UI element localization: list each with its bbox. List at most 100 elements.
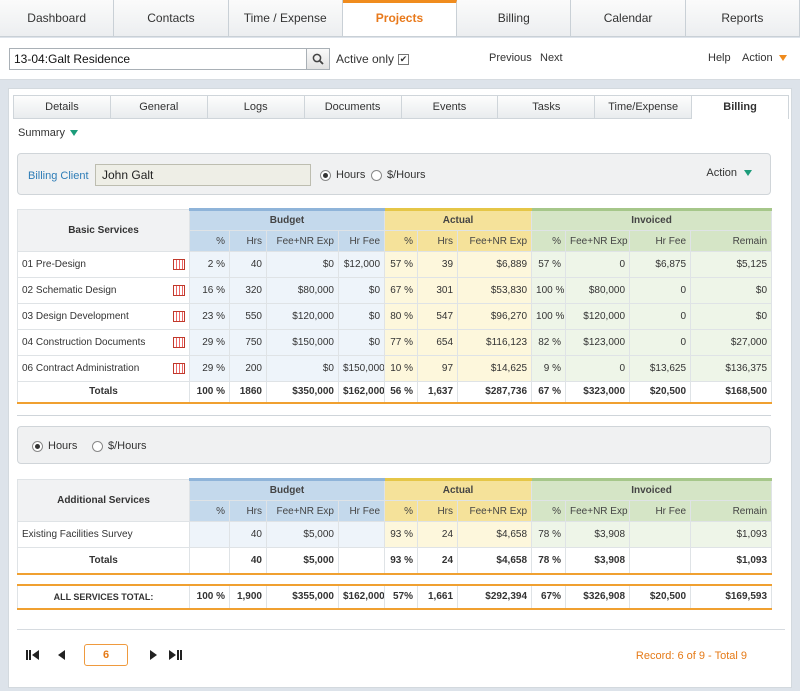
nav-tab-billing[interactable]: Billing bbox=[457, 0, 572, 36]
col-header: Hr Fee bbox=[629, 230, 692, 252]
nav-tab-dashboard[interactable]: Dashboard bbox=[0, 0, 115, 36]
value-cell: $5,125 bbox=[690, 251, 773, 278]
previous-page-icon bbox=[57, 650, 65, 660]
actual-group-header: Actual bbox=[384, 478, 533, 501]
calendar-icon[interactable] bbox=[173, 363, 185, 374]
tab-tasks[interactable]: Tasks bbox=[497, 95, 595, 119]
col-header: Hr Fee bbox=[337, 500, 386, 522]
table-row[interactable]: 01 Pre-Design 2 % 40 $0 $12,000 57 % 39 $6,889 5… bbox=[17, 251, 773, 278]
help-link[interactable]: Help bbox=[708, 52, 731, 64]
tab-documents[interactable]: Documents bbox=[303, 95, 401, 119]
tab-billing[interactable]: Billing bbox=[691, 95, 789, 119]
value-cell: $136,375 bbox=[690, 355, 773, 382]
calendar-icon[interactable] bbox=[173, 337, 185, 348]
tab-events[interactable]: Events bbox=[400, 95, 498, 119]
hours-radio[interactable] bbox=[320, 169, 331, 181]
billing-client-field[interactable]: John Galt bbox=[95, 164, 311, 186]
value-cell: 40 bbox=[229, 521, 267, 548]
billing-client-label: Billing Client bbox=[28, 170, 89, 182]
next-page-button[interactable] bbox=[145, 645, 161, 665]
table-row[interactable]: 04 Construction Documents 29 % 750 $150,000… bbox=[17, 329, 773, 356]
table-row[interactable]: 03 Design Development 23 % 550 $120,000 $0 80… bbox=[17, 303, 773, 330]
tab-details[interactable]: Details bbox=[13, 95, 110, 119]
calendar-icon[interactable] bbox=[173, 311, 185, 322]
dollars-per-hour-radio[interactable] bbox=[371, 169, 382, 181]
summary-dropdown[interactable]: Summary bbox=[18, 127, 79, 139]
calendar-icon[interactable] bbox=[173, 259, 185, 270]
value-cell: $80,000 bbox=[266, 277, 339, 304]
totals-row: Totals 100 % 1860 $350,000 $162,000 56 % 1,637… bbox=[17, 381, 773, 404]
units-hours-radio[interactable] bbox=[32, 440, 43, 452]
nav-tab-projects[interactable]: Projects bbox=[342, 0, 458, 36]
spacer-row bbox=[18, 574, 772, 585]
units-dollars-option[interactable]: $/Hours bbox=[92, 440, 147, 452]
col-header: Fee+NR Exp bbox=[266, 500, 339, 522]
col-header: Remain bbox=[690, 500, 773, 522]
page-number-field[interactable]: 6 bbox=[84, 644, 128, 666]
value-cell bbox=[629, 521, 692, 548]
value-cell: $120,000 bbox=[266, 303, 339, 330]
tab-logs[interactable]: Logs bbox=[206, 95, 304, 119]
first-page-button[interactable] bbox=[25, 645, 41, 665]
value-cell: 0 bbox=[629, 277, 692, 304]
table-row[interactable]: Existing Facilities Survey 40 $5,000 93 % 24… bbox=[17, 521, 773, 548]
record-status: Record: 6 of 9 - Total 9 bbox=[635, 650, 747, 662]
previous-page-button[interactable] bbox=[53, 645, 69, 665]
header-action-menu[interactable]: Action bbox=[742, 52, 787, 64]
value-cell: 40 bbox=[229, 251, 267, 278]
section-divider bbox=[17, 415, 771, 416]
total-cell: $168,500 bbox=[690, 381, 773, 404]
value-cell: $150,000 bbox=[266, 329, 339, 356]
project-search-input[interactable] bbox=[9, 48, 307, 70]
total-cell: $5,000 bbox=[266, 547, 339, 575]
col-header: Fee+NR Exp bbox=[565, 500, 631, 522]
search-icon bbox=[312, 53, 324, 65]
active-only-label: Active only bbox=[336, 52, 395, 66]
value-cell: 9 % bbox=[531, 355, 567, 382]
value-cell: 0 bbox=[565, 251, 631, 278]
table-row[interactable]: 02 Schematic Design 16 % 320 $80,000 $0 67 % 3… bbox=[17, 277, 773, 304]
value-cell: $12,000 bbox=[337, 251, 386, 278]
billing-action-menu[interactable]: Action bbox=[706, 167, 752, 179]
value-cell: 29 % bbox=[189, 329, 230, 356]
col-header: Fee+NR Exp bbox=[565, 230, 631, 252]
top-nav: Dashboard Contacts Time / Expense Projec… bbox=[0, 0, 800, 37]
nav-tab-contacts[interactable]: Contacts bbox=[114, 0, 229, 36]
value-cell: 100 % bbox=[531, 303, 567, 330]
tab-general[interactable]: General bbox=[109, 95, 207, 119]
value-cell: 0 bbox=[629, 329, 692, 356]
nav-tab-calendar[interactable]: Calendar bbox=[571, 0, 686, 36]
hours-option[interactable]: Hours bbox=[320, 169, 365, 181]
active-only-toggle[interactable]: Active only ✔ bbox=[336, 52, 410, 66]
service-name-cell: 04 Construction Documents bbox=[17, 329, 190, 356]
value-cell: $5,000 bbox=[266, 521, 339, 548]
next-link[interactable]: Next bbox=[540, 52, 563, 64]
dollars-per-hour-option[interactable]: $/Hours bbox=[371, 169, 426, 181]
value-cell: 2 % bbox=[189, 251, 230, 278]
all-services-total-row: ALL SERVICES TOTAL: 100 % 1,900 $355,000 $16… bbox=[17, 583, 773, 610]
total-cell: $1,093 bbox=[690, 547, 773, 575]
service-name: 06 Contract Administration bbox=[22, 363, 140, 374]
tab-time-expense[interactable]: Time/Expense bbox=[594, 95, 692, 119]
col-header: % bbox=[384, 500, 419, 522]
total-cell: 24 bbox=[417, 547, 459, 575]
basic-services-table: Basic Services Budget Actual Invoiced % … bbox=[17, 208, 773, 404]
active-only-checkbox[interactable]: ✔ bbox=[398, 53, 410, 65]
col-header: % bbox=[531, 230, 567, 252]
value-cell: 57 % bbox=[384, 251, 419, 278]
service-name-cell: Existing Facilities Survey bbox=[17, 521, 190, 548]
units-hours-option[interactable]: Hours bbox=[32, 440, 77, 452]
previous-link[interactable]: Previous bbox=[489, 52, 532, 64]
value-cell bbox=[337, 521, 386, 548]
last-page-button[interactable] bbox=[167, 645, 183, 665]
units-dollars-radio[interactable] bbox=[92, 440, 103, 452]
calendar-icon[interactable] bbox=[173, 285, 185, 296]
search-button[interactable] bbox=[306, 48, 330, 70]
total-cell: 67 % bbox=[531, 381, 567, 404]
nav-tab-time-expense[interactable]: Time / Expense bbox=[228, 0, 343, 36]
budget-group-header: Budget bbox=[188, 208, 386, 231]
value-cell: 97 bbox=[417, 355, 459, 382]
table-row[interactable]: 06 Contract Administration 29 % 200 $0 $150,… bbox=[17, 355, 773, 382]
nav-tab-reports[interactable]: Reports bbox=[685, 0, 800, 36]
totals-label: Totals bbox=[17, 381, 190, 404]
